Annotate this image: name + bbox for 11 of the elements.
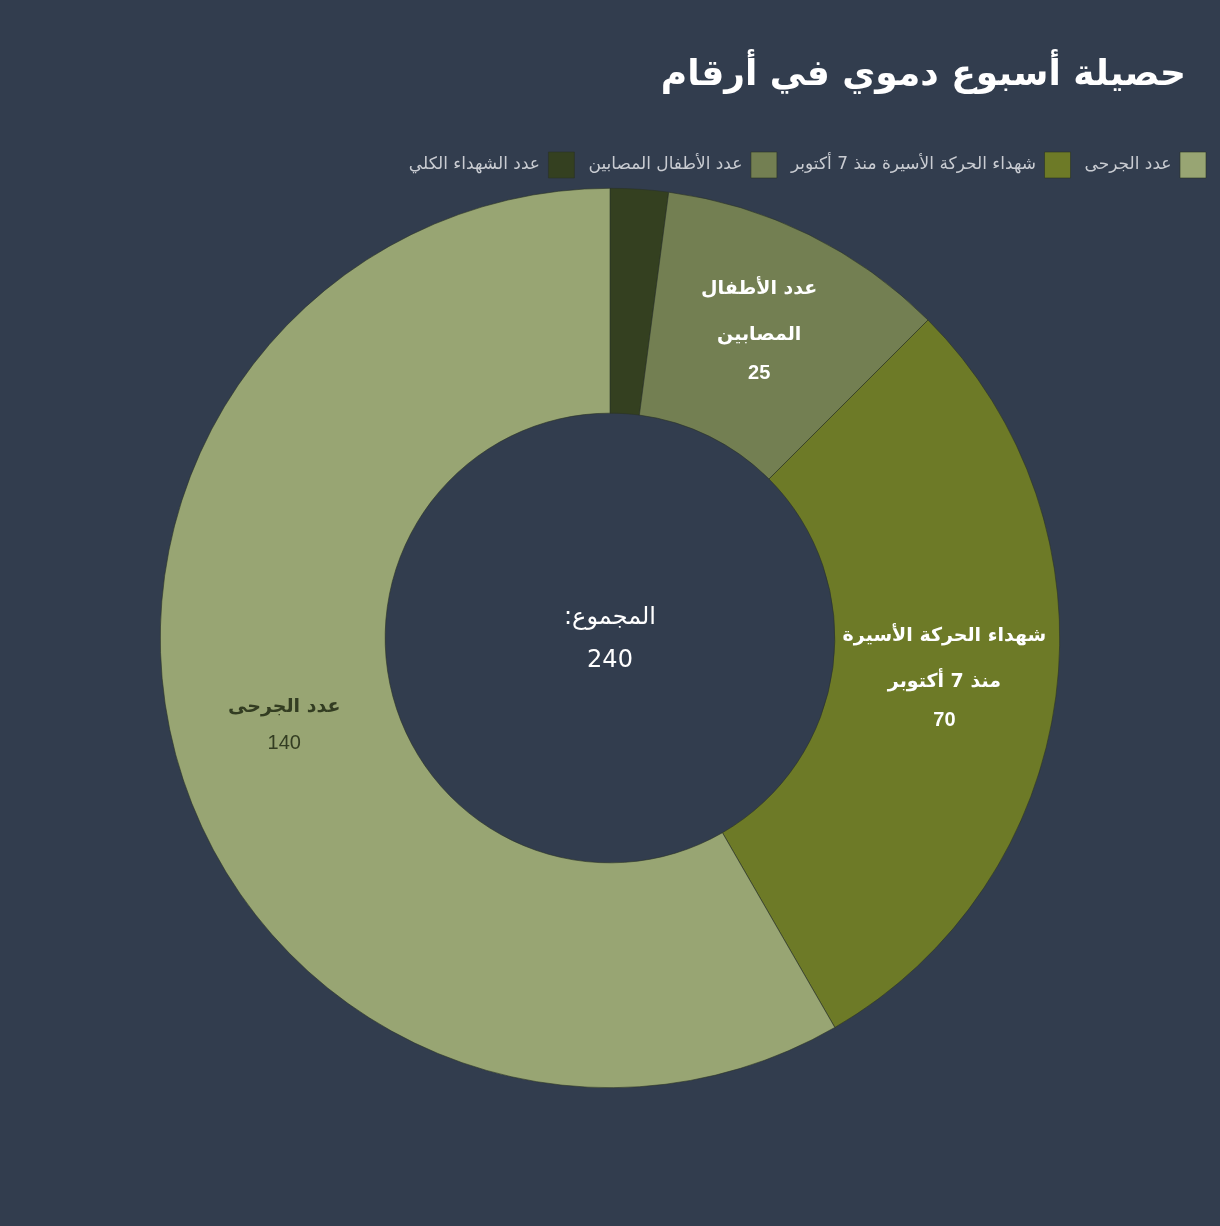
slice-label: عدد الجرحى xyxy=(228,694,341,718)
text: المجموع: 240 xyxy=(563,601,657,676)
legend-label: عدد الأطفال المصابين xyxy=(588,153,743,174)
legend-label: عدد الشهداء الكلي xyxy=(408,153,540,175)
data-label: 140 xyxy=(267,730,301,753)
category-label: شهداء الحركة الأسيرة منذ 7 أكتوبر xyxy=(842,622,1047,691)
data-label: 70 xyxy=(933,707,956,730)
category-label: عدد الأطفال المصابين xyxy=(701,276,818,345)
data-label: 25 xyxy=(748,361,771,384)
legend-label: شهداء الحركة الأسيرة منذ 7 أكتوبر xyxy=(789,152,1037,175)
legend-label: عدد الجرحى xyxy=(1084,153,1172,174)
